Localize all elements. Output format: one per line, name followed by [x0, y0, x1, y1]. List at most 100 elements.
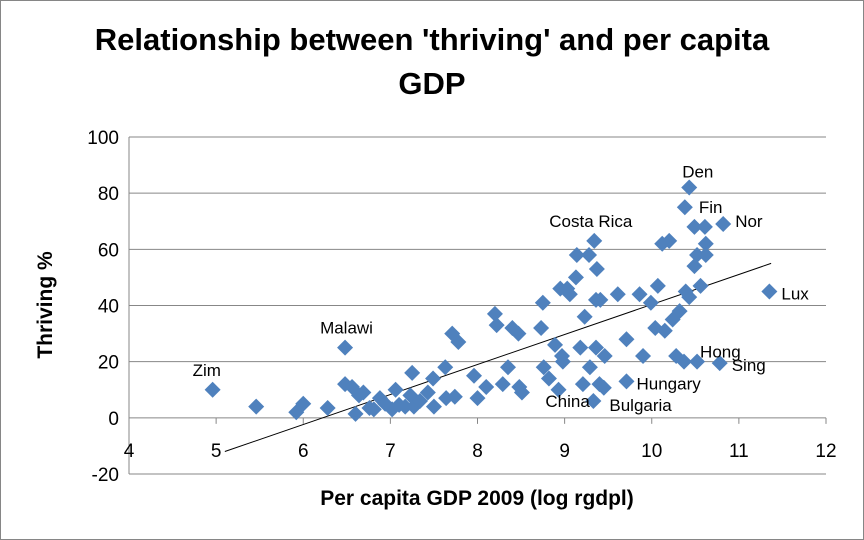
data-point: [488, 317, 505, 334]
data-point: [547, 336, 564, 353]
y-tick-label: 80: [98, 184, 119, 205]
data-point: [631, 286, 648, 303]
x-tick-label: 5: [211, 441, 222, 462]
data-point: [319, 400, 336, 417]
data-point: [554, 353, 571, 370]
point-annotation: Hungary: [636, 374, 701, 393]
data-point: [450, 334, 467, 351]
y-tick-label: -20: [92, 465, 119, 486]
chart-title: Relationship between 'thriving' and per …: [94, 22, 770, 101]
x-tick-label: 9: [559, 441, 570, 462]
point-annotation: Costa Rica: [549, 212, 633, 231]
y-tick-label: 0: [108, 409, 119, 430]
data-point: [642, 294, 659, 311]
data-point: [715, 216, 732, 233]
data-point: [397, 398, 414, 415]
x-axis-label: Per capita GDP 2009 (log rgdpl): [320, 487, 634, 510]
point-annotation: Zim: [193, 361, 221, 380]
data-point: [588, 260, 605, 277]
data-point: [618, 331, 635, 348]
data-point: [697, 235, 714, 252]
data-point: [295, 395, 312, 412]
point-annotation: Bulgaria: [609, 396, 672, 415]
data-point: [510, 325, 527, 342]
data-point: [387, 381, 404, 398]
data-point: [609, 286, 626, 303]
point-annotation: Hong: [700, 343, 741, 362]
data-point: [337, 339, 354, 356]
data-point: [248, 398, 265, 415]
data-point: [572, 339, 589, 356]
data-point: [581, 246, 598, 263]
data-point: [469, 390, 486, 407]
x-tick-label: 11: [729, 441, 749, 462]
data-point: [649, 277, 666, 294]
data-point: [595, 379, 612, 396]
y-axis-label: Thriving %: [34, 251, 57, 359]
data-point: [696, 218, 713, 235]
x-tick-label: 8: [472, 441, 483, 462]
data-point: [365, 401, 382, 418]
point-annotation: Malawi: [320, 319, 373, 338]
data-point: [446, 388, 463, 405]
data-point: [568, 246, 585, 263]
x-tick-label: 7: [385, 441, 396, 462]
data-point: [681, 289, 698, 306]
data-point: [761, 283, 778, 300]
point-annotation: Nor: [735, 212, 763, 231]
x-tick-label: 4: [124, 441, 135, 462]
data-point: [675, 353, 692, 370]
data-point: [355, 384, 372, 401]
data-point: [581, 359, 598, 376]
data-point: [656, 322, 673, 339]
data-point: [697, 246, 714, 263]
data-point: [411, 392, 428, 409]
data-point: [513, 384, 530, 401]
data-point: [661, 232, 678, 249]
data-point: [692, 277, 709, 294]
data-point: [425, 398, 442, 415]
data-point: [635, 348, 652, 365]
data-point: [466, 367, 483, 384]
y-tick-label: 40: [98, 297, 119, 318]
x-tick-label: 12: [815, 441, 836, 462]
data-point: [686, 258, 703, 275]
point-annotation: Den: [682, 163, 713, 182]
y-tick-label: 20: [98, 353, 119, 374]
data-point: [686, 218, 703, 235]
data-point: [347, 405, 364, 422]
data-point: [478, 378, 495, 395]
data-point: [618, 373, 635, 390]
data-point: [425, 370, 442, 387]
point-annotation: China: [545, 392, 590, 411]
y-tick-label: 100: [87, 128, 119, 149]
data-point: [419, 384, 436, 401]
data-point: [671, 303, 688, 320]
data-point: [585, 392, 602, 409]
data-point: [567, 269, 584, 286]
data-point: [676, 199, 693, 216]
data-point: [592, 291, 609, 308]
data-point: [499, 359, 516, 376]
data-point: [596, 348, 613, 365]
data-point: [711, 355, 728, 372]
data-point: [574, 376, 591, 393]
point-annotation: Lux: [781, 284, 809, 303]
data-point: [533, 319, 550, 336]
data-point: [561, 286, 578, 303]
data-point: [689, 353, 706, 370]
data-point: [437, 359, 454, 376]
x-tick-label: 10: [641, 441, 662, 462]
trendline: [224, 262, 772, 453]
point-annotation: Sing: [732, 356, 766, 375]
data-point: [494, 376, 511, 393]
data-point: [486, 305, 503, 322]
data-point: [587, 339, 604, 356]
data-point: [689, 246, 706, 263]
data-point: [681, 179, 698, 196]
data-point: [534, 294, 551, 311]
x-tick-label: 6: [298, 441, 309, 462]
data-point: [586, 232, 603, 249]
point-annotation: Fin: [699, 198, 723, 217]
